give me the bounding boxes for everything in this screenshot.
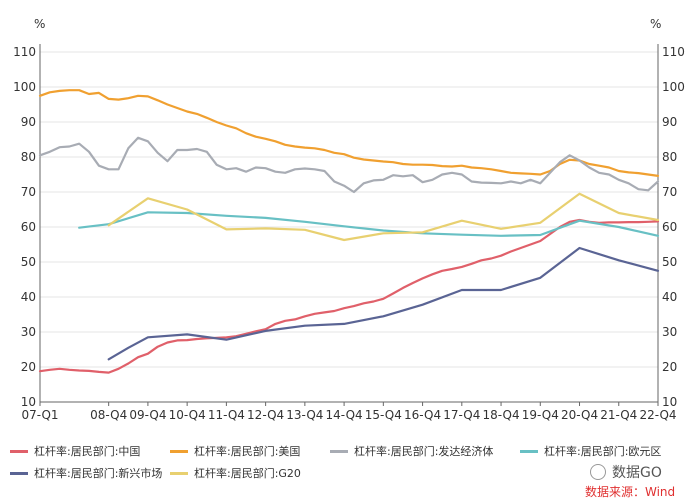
legend-item: 杠杆率:居民部门:G20 — [170, 465, 330, 481]
line-chart: 10 10 20 20 30 30 40 40 50 50 60 60 70 70 80 80 90 90 100 1… — [13, 17, 685, 422]
y-tick-right: 80 — [662, 150, 677, 164]
brand-label: 数据GO — [612, 465, 662, 481]
y-tick-right: 90 — [662, 115, 677, 129]
y-tick-left: 40 — [21, 290, 36, 304]
series-line-3 — [78, 211, 660, 237]
series-line-0 — [38, 218, 660, 374]
y-tick-left: 20 — [21, 360, 36, 374]
legend-swatch — [10, 471, 28, 475]
y-tick-left: 90 — [21, 115, 36, 129]
legend-swatch — [170, 471, 188, 475]
legend-swatch — [520, 449, 538, 453]
wechat-icon — [590, 464, 606, 480]
x-tick-label: 21-Q4 — [600, 408, 637, 422]
x-tick-label: 11-Q4 — [208, 408, 245, 422]
brand: 数据GO — [590, 462, 662, 482]
x-tick-label: 09-Q4 — [129, 408, 166, 422]
y-tick-left: 60 — [21, 220, 36, 234]
series-line-1 — [38, 89, 660, 177]
y-tick-right: 30 — [662, 325, 677, 339]
x-tick-label: 10-Q4 — [169, 408, 206, 422]
y-tick-right: 50 — [662, 255, 677, 269]
x-tick-label: 13-Q4 — [286, 408, 323, 422]
y-tick-left: 80 — [21, 150, 36, 164]
y-tick-left: 30 — [21, 325, 36, 339]
series-line-4 — [107, 246, 660, 361]
series-line-2 — [38, 136, 660, 194]
y-unit-left: % — [34, 17, 45, 31]
y-tick-right: 40 — [662, 290, 677, 304]
series-layer — [38, 89, 660, 374]
legend-swatch — [10, 449, 28, 453]
y-tick-left: 50 — [21, 255, 36, 269]
legend-item: 杠杆率:居民部门:欧元区 — [520, 443, 670, 459]
x-tick-label: 07-Q1 — [21, 408, 58, 422]
y-tick-right: 10 — [662, 395, 677, 409]
y-tick-right: 70 — [662, 185, 677, 199]
x-tick-label: 08-Q4 — [90, 408, 127, 422]
legend-swatch — [330, 449, 348, 453]
y-tick-left: 70 — [21, 185, 36, 199]
series-line-5 — [107, 192, 660, 242]
x-tick-label: 17-Q4 — [443, 408, 480, 422]
y-tick-left: 100 — [13, 80, 36, 94]
legend-label: 杠杆率:居民部门:G20 — [194, 467, 301, 480]
x-tick-label: 14-Q4 — [326, 408, 363, 422]
legend: 杠杆率:居民部门:中国 杠杆率:居民部门:美国 杠杆率:居民部门:发达经济体 杠杆率:… — [10, 440, 698, 484]
y-unit-right: % — [650, 17, 661, 31]
legend-row-1: 杠杆率:居民部门:中国 杠杆率:居民部门:美国 杠杆率:居民部门:发达经济体 杠杆率:… — [10, 440, 698, 462]
y-tick-right: 20 — [662, 360, 677, 374]
legend-item: 杠杆率:居民部门:发达经济体 — [330, 443, 520, 459]
y-tick-left: 10 — [21, 395, 36, 409]
x-tick-label: 19-Q4 — [522, 408, 559, 422]
legend-label: 杠杆率:居民部门:中国 — [34, 445, 141, 458]
x-tick-label: 16-Q4 — [404, 408, 441, 422]
y-tick-right: 60 — [662, 220, 677, 234]
x-tick-label: 15-Q4 — [365, 408, 402, 422]
axes: 10 10 20 20 30 30 40 40 50 50 60 60 70 70 80 80 90 90 100 1… — [13, 44, 685, 422]
x-tick-label: 20-Q4 — [561, 408, 598, 422]
x-tick-label: 12-Q4 — [247, 408, 284, 422]
legend-item: 杠杆率:居民部门:新兴市场 — [10, 465, 170, 481]
y-tick-right: 110 — [662, 45, 685, 59]
legend-item: 杠杆率:居民部门:中国 — [10, 443, 170, 459]
legend-item: 杠杆率:居民部门:美国 — [170, 443, 330, 459]
legend-label: 杠杆率:居民部门:欧元区 — [544, 445, 662, 458]
source-note: 数据来源：Wind — [585, 485, 676, 499]
legend-label: 杠杆率:居民部门:新兴市场 — [34, 467, 163, 480]
legend-swatch — [170, 449, 188, 453]
x-tick-label: 22-Q4 — [639, 408, 676, 422]
y-tick-right: 100 — [662, 80, 685, 94]
legend-row-2: 杠杆率:居民部门:新兴市场 杠杆率:居民部门:G20 — [10, 462, 698, 484]
y-tick-left: 110 — [13, 45, 36, 59]
legend-label: 杠杆率:居民部门:发达经济体 — [354, 445, 494, 458]
legend-label: 杠杆率:居民部门:美国 — [194, 445, 301, 458]
x-tick-label: 18-Q4 — [482, 408, 519, 422]
